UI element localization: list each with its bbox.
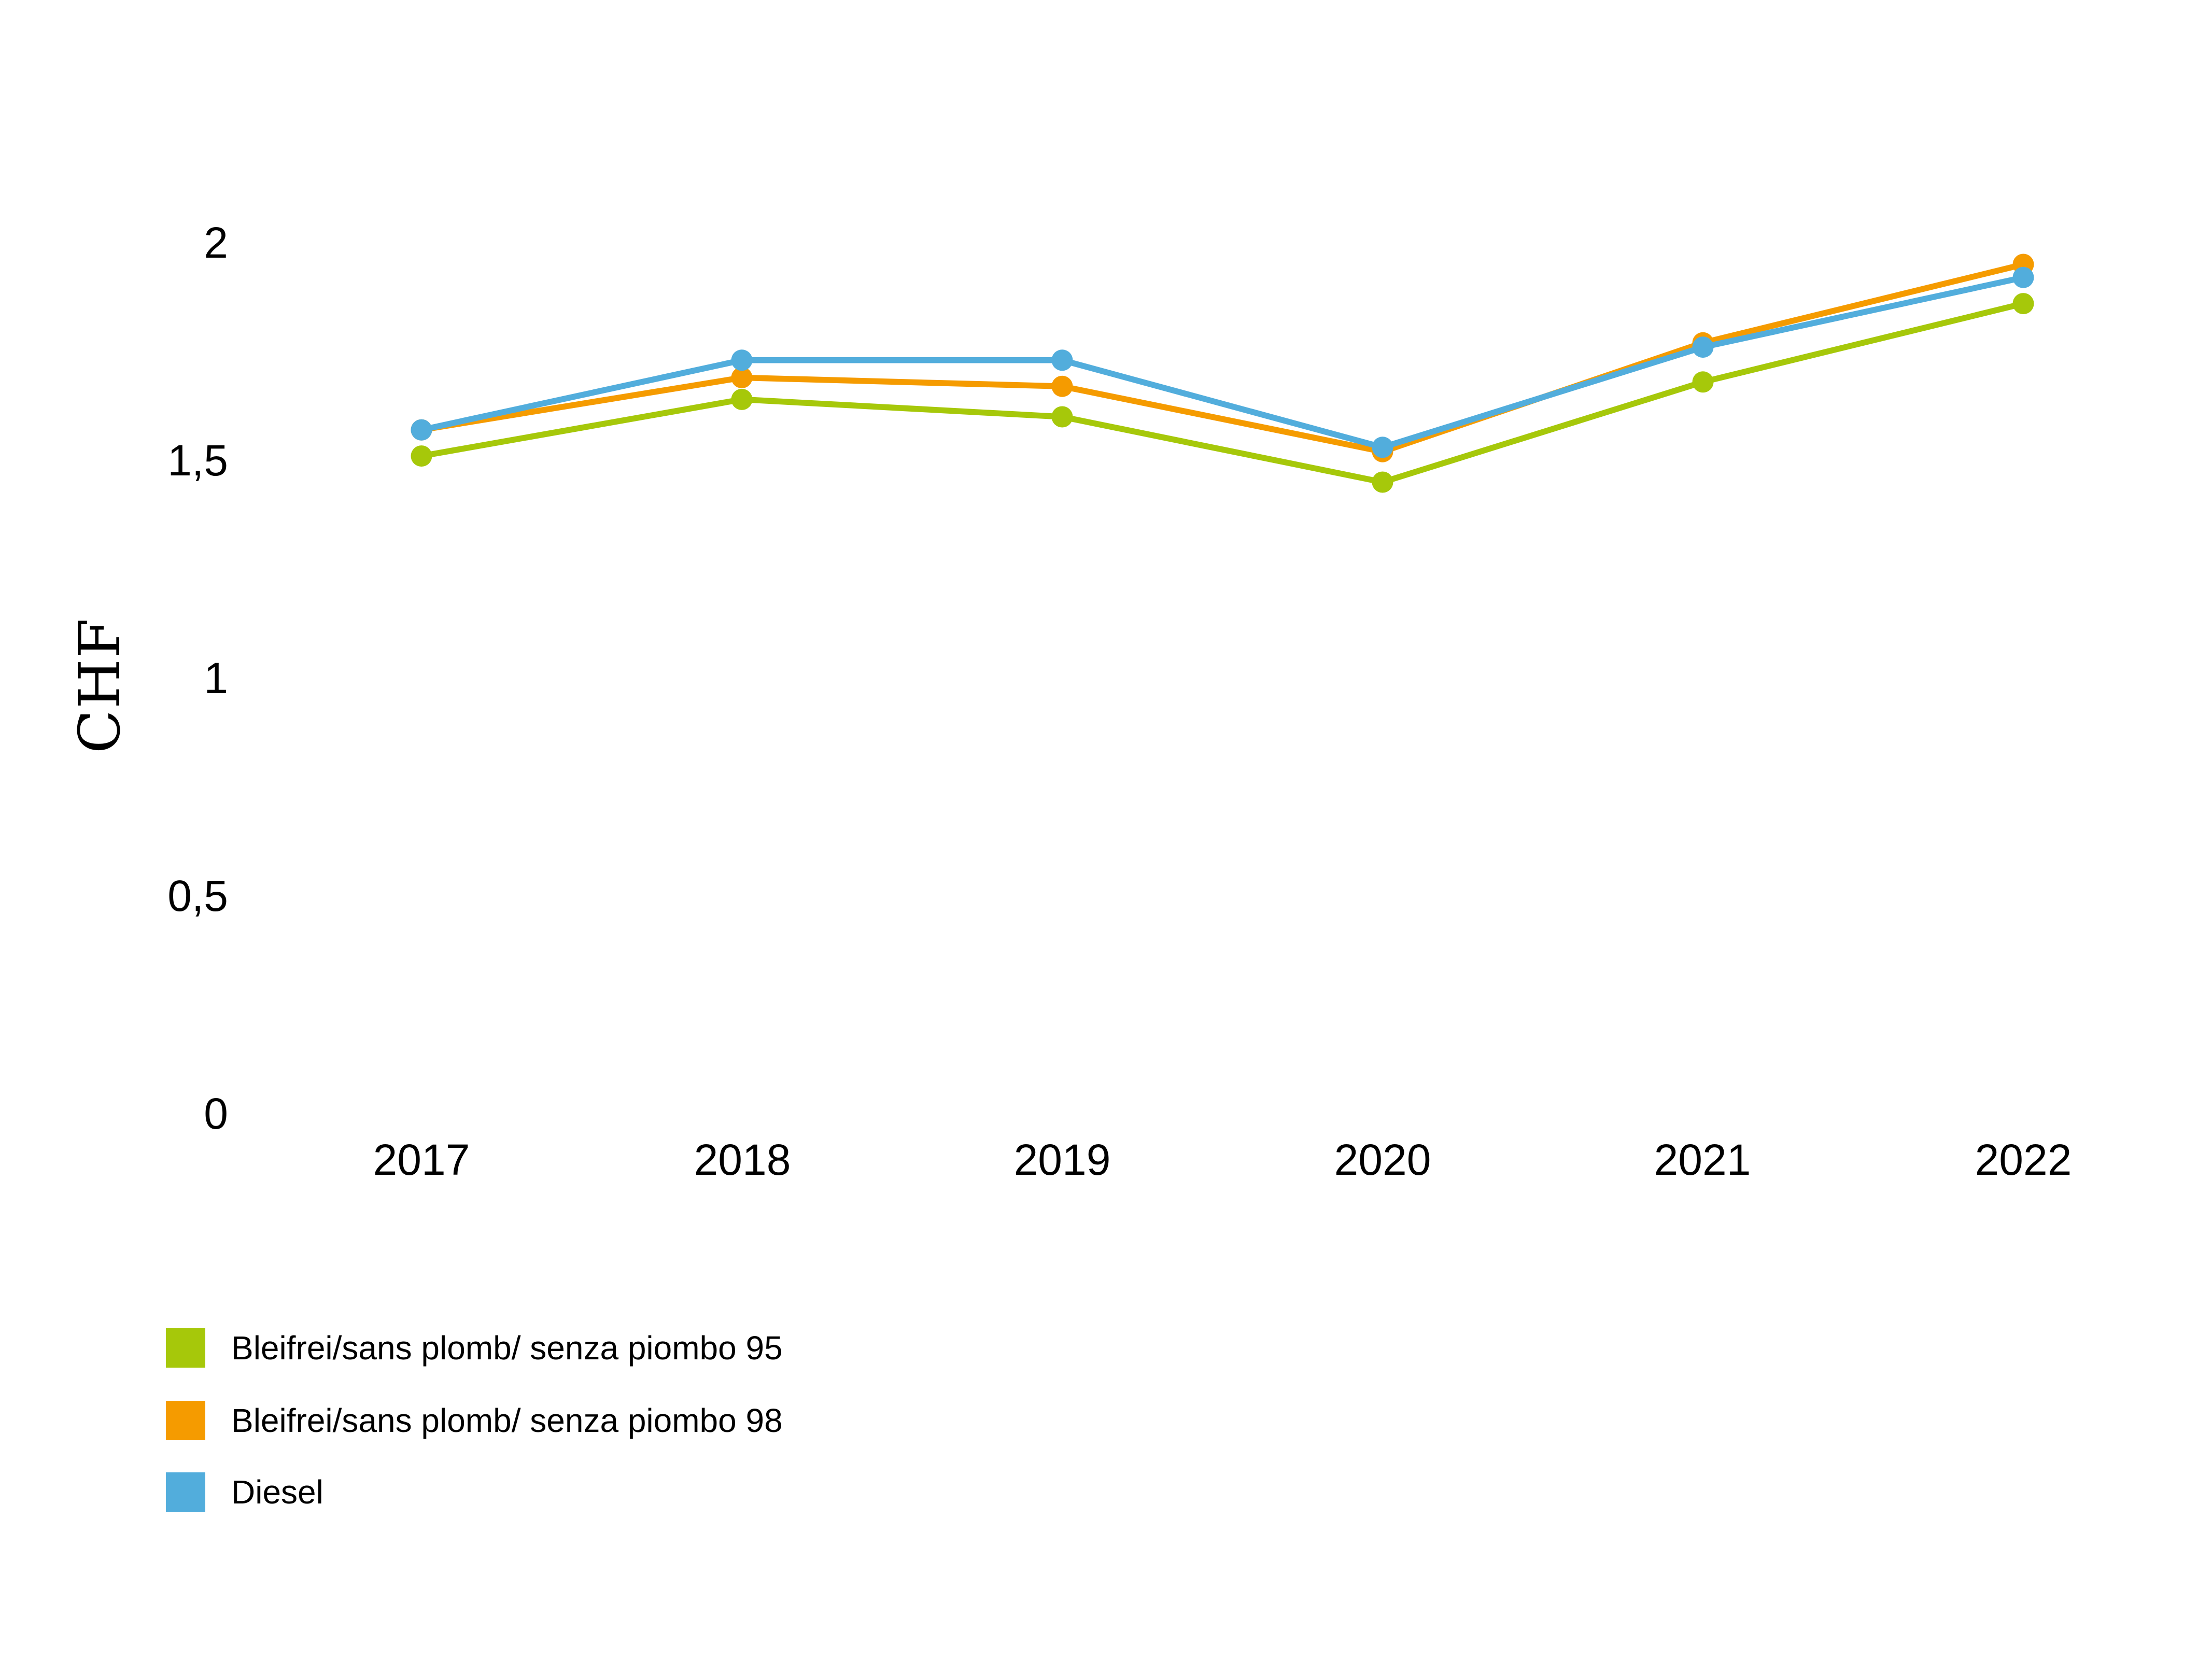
point-bleifrei-95-2017: [411, 445, 432, 467]
legend-label-diesel: Diesel: [231, 1473, 323, 1511]
point-bleifrei-95-2018: [731, 388, 753, 410]
y-tick-1-5: 1,5: [167, 436, 228, 485]
point-diesel-2017: [411, 419, 432, 441]
x-tick-2018: 2018: [694, 1135, 791, 1184]
x-tick-2020: 2020: [1334, 1135, 1431, 1184]
y-tick-1: 1: [204, 654, 228, 702]
legend-item-bleifrei-95: Bleifrei/sans plomb/ senza piombo 95: [166, 1328, 783, 1368]
point-bleifrei-98-2019: [1051, 375, 1073, 397]
legend-item-bleifrei-98: Bleifrei/sans plomb/ senza piombo 98: [166, 1401, 783, 1440]
legend-swatch-bleifrei-95: [166, 1328, 205, 1368]
point-diesel-2022: [2012, 266, 2034, 288]
y-tick-2: 2: [204, 218, 228, 267]
y-axis-title: CHF: [66, 617, 133, 754]
point-diesel-2021: [1692, 336, 1714, 358]
point-bleifrei-95-2020: [1372, 471, 1393, 493]
legend-label-bleifrei-98: Bleifrei/sans plomb/ senza piombo 98: [231, 1402, 783, 1439]
point-bleifrei-95-2022: [2012, 293, 2034, 315]
legend-item-diesel: Diesel: [166, 1472, 323, 1512]
x-tick-2019: 2019: [1013, 1135, 1111, 1184]
point-bleifrei-95-2021: [1692, 371, 1714, 393]
point-diesel-2020: [1372, 437, 1393, 458]
legend-swatch-diesel: [166, 1472, 205, 1512]
y-tick-0-5: 0,5: [167, 871, 228, 920]
x-tick-2017: 2017: [373, 1135, 470, 1184]
x-tick-2021: 2021: [1654, 1135, 1751, 1184]
legend-swatch-bleifrei-98: [166, 1401, 205, 1440]
line-diesel: [420, 274, 2024, 451]
point-diesel-2018: [731, 349, 753, 371]
point-bleifrei-98-2018: [731, 367, 753, 388]
y-tick-0: 0: [204, 1089, 228, 1138]
point-bleifrei-95-2019: [1051, 406, 1073, 428]
point-diesel-2019: [1051, 349, 1073, 371]
x-tick-2022: 2022: [1975, 1135, 2072, 1184]
legend-label-bleifrei-95: Bleifrei/sans plomb/ senza piombo 95: [231, 1329, 783, 1367]
line-bleifrei-98: [421, 261, 2024, 455]
line-bleifrei-95: [420, 301, 2024, 485]
